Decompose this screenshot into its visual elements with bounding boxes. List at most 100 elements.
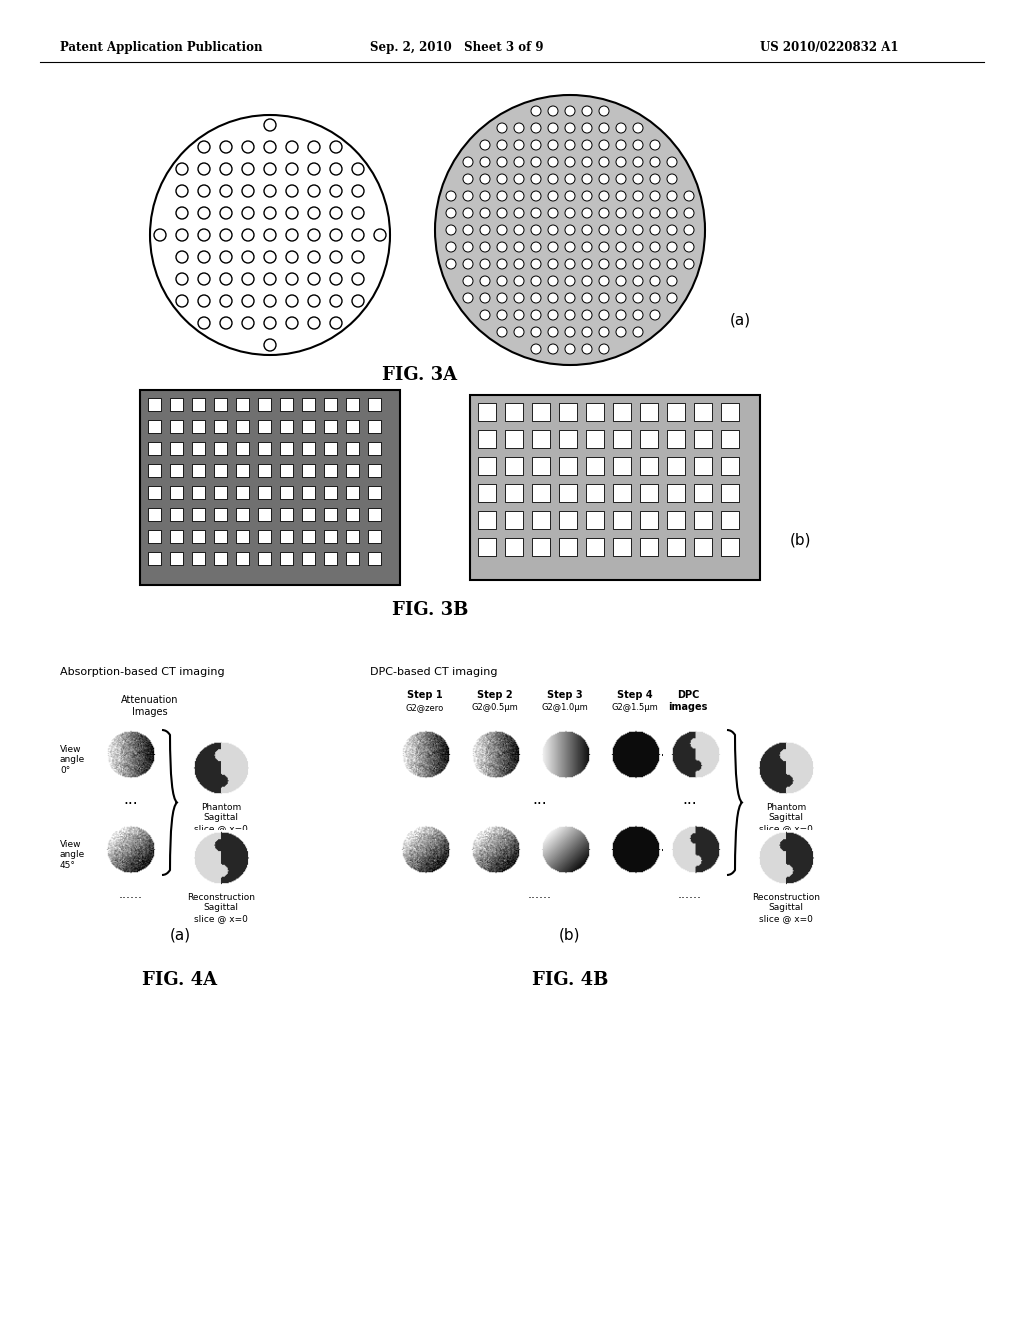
Circle shape bbox=[548, 140, 558, 150]
Circle shape bbox=[667, 209, 677, 218]
FancyBboxPatch shape bbox=[368, 465, 381, 477]
FancyBboxPatch shape bbox=[721, 484, 739, 502]
FancyBboxPatch shape bbox=[721, 403, 739, 421]
Circle shape bbox=[565, 224, 575, 235]
Circle shape bbox=[497, 327, 507, 337]
Circle shape bbox=[616, 140, 626, 150]
FancyBboxPatch shape bbox=[236, 399, 249, 411]
FancyBboxPatch shape bbox=[258, 465, 271, 477]
Circle shape bbox=[582, 174, 592, 183]
Circle shape bbox=[582, 310, 592, 319]
FancyBboxPatch shape bbox=[478, 403, 496, 421]
Circle shape bbox=[667, 174, 677, 183]
Circle shape bbox=[616, 327, 626, 337]
Circle shape bbox=[497, 293, 507, 304]
Circle shape bbox=[599, 293, 609, 304]
Circle shape bbox=[435, 95, 705, 366]
Circle shape bbox=[667, 191, 677, 201]
Circle shape bbox=[616, 157, 626, 168]
Text: FIG. 3A: FIG. 3A bbox=[382, 366, 458, 384]
FancyBboxPatch shape bbox=[193, 508, 205, 521]
Circle shape bbox=[565, 140, 575, 150]
Circle shape bbox=[650, 191, 660, 201]
FancyBboxPatch shape bbox=[236, 486, 249, 499]
FancyBboxPatch shape bbox=[368, 486, 381, 499]
FancyBboxPatch shape bbox=[721, 457, 739, 475]
Circle shape bbox=[650, 259, 660, 269]
Circle shape bbox=[514, 191, 524, 201]
FancyBboxPatch shape bbox=[302, 399, 315, 411]
FancyBboxPatch shape bbox=[532, 511, 550, 529]
Text: DPC
images: DPC images bbox=[669, 690, 708, 711]
FancyBboxPatch shape bbox=[324, 531, 337, 543]
Text: G2@zero: G2@zero bbox=[406, 704, 444, 711]
FancyBboxPatch shape bbox=[505, 430, 523, 447]
FancyBboxPatch shape bbox=[478, 511, 496, 529]
FancyBboxPatch shape bbox=[478, 457, 496, 475]
FancyBboxPatch shape bbox=[694, 511, 712, 529]
FancyBboxPatch shape bbox=[214, 486, 227, 499]
FancyBboxPatch shape bbox=[368, 399, 381, 411]
Circle shape bbox=[667, 157, 677, 168]
Circle shape bbox=[463, 224, 473, 235]
FancyBboxPatch shape bbox=[368, 442, 381, 455]
Circle shape bbox=[616, 123, 626, 133]
FancyBboxPatch shape bbox=[346, 442, 359, 455]
Circle shape bbox=[650, 310, 660, 319]
Circle shape bbox=[633, 327, 643, 337]
FancyBboxPatch shape bbox=[324, 399, 337, 411]
FancyBboxPatch shape bbox=[214, 531, 227, 543]
FancyBboxPatch shape bbox=[170, 486, 183, 499]
Circle shape bbox=[497, 310, 507, 319]
Circle shape bbox=[667, 224, 677, 235]
Circle shape bbox=[667, 242, 677, 252]
Circle shape bbox=[582, 327, 592, 337]
Circle shape bbox=[480, 224, 490, 235]
Circle shape bbox=[633, 224, 643, 235]
FancyBboxPatch shape bbox=[324, 508, 337, 521]
Circle shape bbox=[616, 242, 626, 252]
Circle shape bbox=[531, 140, 541, 150]
FancyBboxPatch shape bbox=[532, 403, 550, 421]
Circle shape bbox=[463, 276, 473, 286]
Circle shape bbox=[582, 191, 592, 201]
Circle shape bbox=[480, 259, 490, 269]
Circle shape bbox=[531, 345, 541, 354]
Circle shape bbox=[565, 259, 575, 269]
FancyBboxPatch shape bbox=[532, 457, 550, 475]
Text: Sep. 2, 2010   Sheet 3 of 9: Sep. 2, 2010 Sheet 3 of 9 bbox=[370, 41, 544, 54]
FancyBboxPatch shape bbox=[613, 539, 631, 556]
FancyBboxPatch shape bbox=[478, 430, 496, 447]
Circle shape bbox=[497, 191, 507, 201]
Circle shape bbox=[633, 209, 643, 218]
FancyBboxPatch shape bbox=[586, 484, 604, 502]
Circle shape bbox=[446, 242, 456, 252]
Circle shape bbox=[565, 191, 575, 201]
Circle shape bbox=[480, 276, 490, 286]
Circle shape bbox=[582, 224, 592, 235]
Circle shape bbox=[565, 276, 575, 286]
FancyBboxPatch shape bbox=[258, 420, 271, 433]
FancyBboxPatch shape bbox=[280, 508, 293, 521]
Circle shape bbox=[514, 140, 524, 150]
Circle shape bbox=[531, 157, 541, 168]
FancyBboxPatch shape bbox=[170, 552, 183, 565]
Circle shape bbox=[480, 310, 490, 319]
Circle shape bbox=[480, 242, 490, 252]
FancyBboxPatch shape bbox=[324, 486, 337, 499]
Circle shape bbox=[548, 157, 558, 168]
Circle shape bbox=[650, 174, 660, 183]
FancyBboxPatch shape bbox=[346, 420, 359, 433]
Text: ......: ...... bbox=[678, 888, 702, 902]
Text: G2@0.5μm: G2@0.5μm bbox=[472, 704, 518, 711]
FancyBboxPatch shape bbox=[368, 531, 381, 543]
Circle shape bbox=[582, 276, 592, 286]
Circle shape bbox=[548, 276, 558, 286]
Circle shape bbox=[463, 209, 473, 218]
Text: Step 1: Step 1 bbox=[408, 690, 442, 700]
Circle shape bbox=[616, 209, 626, 218]
Circle shape bbox=[633, 174, 643, 183]
FancyBboxPatch shape bbox=[302, 465, 315, 477]
Circle shape bbox=[531, 293, 541, 304]
Circle shape bbox=[497, 224, 507, 235]
